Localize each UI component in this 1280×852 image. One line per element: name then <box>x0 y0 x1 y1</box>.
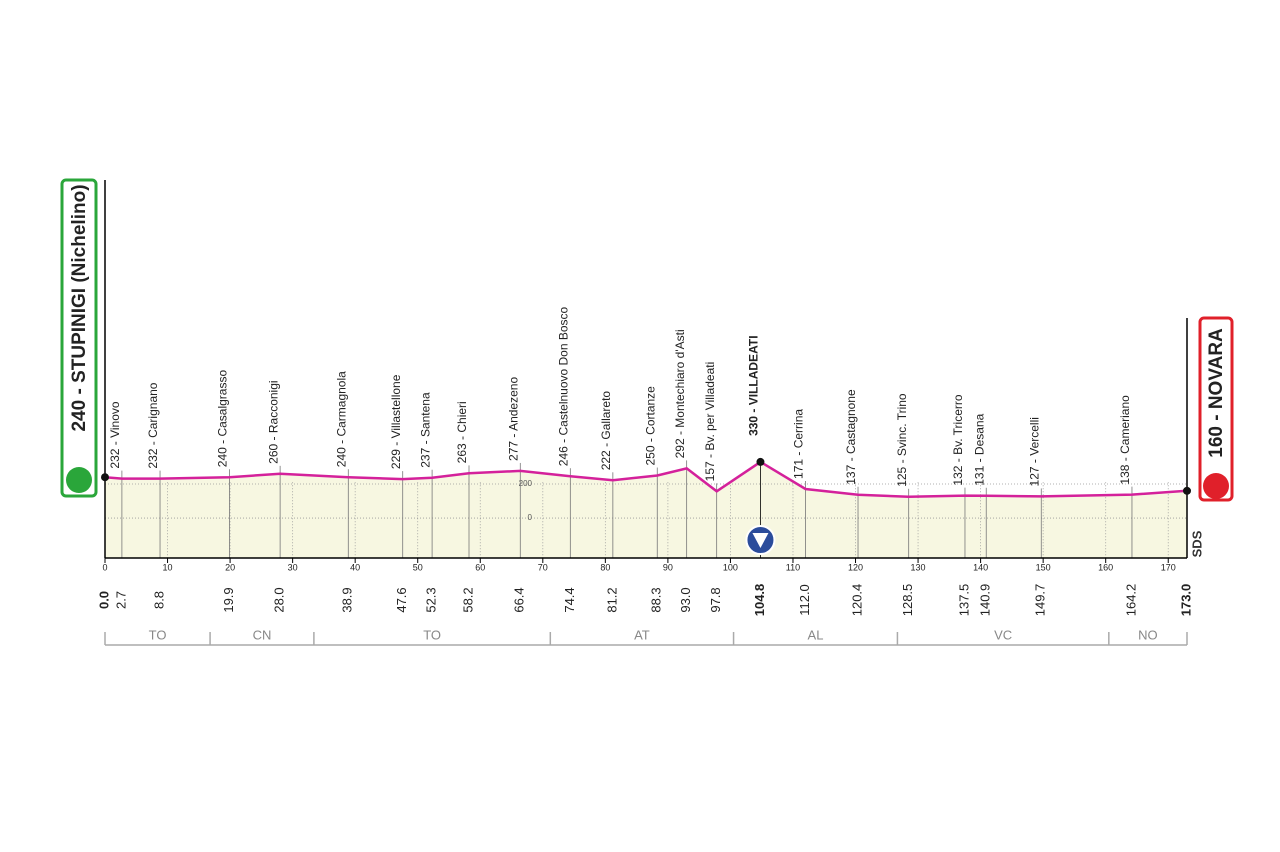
logo: SDS <box>1189 530 1204 557</box>
waypoint-label: 127 - Vercelli <box>1027 417 1041 486</box>
region-label: CN <box>253 627 272 642</box>
y-tick-label: 0 <box>528 513 533 522</box>
x-tick-label: 50 <box>413 562 423 572</box>
profile-fill <box>105 461 1187 558</box>
km-label: 52.3 <box>424 587 439 612</box>
finish-label: 160 - NOVARA <box>1206 328 1227 458</box>
waypoint-label: 131 - Desana <box>972 413 986 485</box>
km-label: 38.9 <box>340 587 355 612</box>
x-tick-label: 110 <box>786 562 800 572</box>
finish-icon <box>1203 473 1229 499</box>
km-label: 120.4 <box>849 584 864 617</box>
km-label: 104.8 <box>752 584 767 617</box>
region-label: AL <box>808 627 824 642</box>
x-tick-label: 60 <box>475 562 485 572</box>
km-label: 66.4 <box>512 587 527 612</box>
x-tick-label: 80 <box>600 562 610 572</box>
waypoint-label: 232 - Carignano <box>146 382 160 468</box>
waypoint-label: 260 - Racconigi <box>266 380 280 463</box>
km-label: 8.8 <box>151 591 166 609</box>
km-label: 93.0 <box>678 587 693 612</box>
region-label: AT <box>634 627 650 642</box>
km-label: 58.2 <box>460 587 475 612</box>
start-icon <box>66 467 92 493</box>
waypoint-label: 157 - Bv. per Villadeati <box>703 362 717 482</box>
x-tick-label: 30 <box>288 562 298 572</box>
km-label: 81.2 <box>604 587 619 612</box>
km-label: 88.3 <box>649 587 664 612</box>
x-tick-label: 100 <box>723 562 738 572</box>
start-label: 240 - STUPINIGI (Nichelino) <box>69 184 90 431</box>
waypoint-label: 137 - Castagnone <box>844 389 858 485</box>
x-tick-label: 40 <box>350 562 360 572</box>
waypoint-label: 125 - Svinc. Trino <box>895 393 909 487</box>
x-tick-label: 70 <box>538 562 548 572</box>
waypoint-label: 132 - Bv. Tricerro <box>951 394 965 485</box>
sprint-marker-arrow <box>752 533 769 548</box>
waypoint-label: 277 - Andezeno <box>506 377 520 461</box>
region-label: TO <box>149 627 167 642</box>
waypoint-label: 263 - Chieri <box>455 401 469 463</box>
start-box <box>60 178 98 498</box>
waypoint-label: 171 - Cerrina <box>792 409 806 479</box>
km-label: 137.5 <box>956 584 971 617</box>
waypoint-label: 330 - VILLADEATI <box>747 335 761 435</box>
region-label: VC <box>994 627 1012 642</box>
km-label: 0.0 <box>96 591 111 609</box>
waypoint-label: 240 - Casalgrasso <box>216 370 230 468</box>
km-label: 140.9 <box>978 584 993 617</box>
waypoint-label: 292 - Montechiaro d'Asti <box>673 329 687 458</box>
km-label: 149.7 <box>1033 584 1048 617</box>
km-label: 128.5 <box>900 584 915 617</box>
finish-box <box>1198 316 1234 502</box>
region-label: TO <box>423 627 441 642</box>
waypoint-label: 138 - Cameriano <box>1118 395 1132 485</box>
x-tick-label: 90 <box>663 562 673 572</box>
waypoint-label: 250 - Cortanze <box>643 386 657 466</box>
waypoint-dot <box>756 457 765 466</box>
x-tick-label: 160 <box>1098 562 1113 572</box>
x-tick-label: 120 <box>848 562 863 572</box>
km-label: 112.0 <box>797 584 812 616</box>
profile-line <box>104 460 1188 499</box>
km-label: 173.0 <box>1178 584 1193 617</box>
waypoint-label: 222 - Gallareto <box>599 391 613 471</box>
waypoint-label: 229 - Villastellone <box>389 374 403 469</box>
x-tick-label: 10 <box>163 562 173 572</box>
x-tick-label: 150 <box>1036 562 1051 572</box>
region-label: NO <box>1138 627 1158 642</box>
waypoint-label: 237 - Santena <box>418 392 432 468</box>
x-tick-label: 170 <box>1161 562 1176 572</box>
km-label: 28.0 <box>272 587 287 612</box>
km-label: 74.4 <box>562 587 577 612</box>
y-tick-label: 200 <box>519 479 533 488</box>
waypoint-label: 246 - Castelnuovo Don Bosco <box>556 306 570 466</box>
x-tick-label: 140 <box>973 562 988 572</box>
waypoint-label: 240 - Carmagnola <box>334 371 348 467</box>
x-tick-label: 130 <box>911 562 926 572</box>
waypoint-label: 232 - Vinovo <box>108 401 122 468</box>
km-label: 19.9 <box>221 587 236 612</box>
waypoint-dot <box>1183 486 1191 495</box>
km-label: 2.7 <box>113 591 128 609</box>
waypoint-dot <box>101 473 109 482</box>
km-label: 97.8 <box>708 587 723 612</box>
x-tick-label: 0 <box>102 562 107 572</box>
x-tick-label: 20 <box>225 562 235 572</box>
km-label: 47.6 <box>394 587 409 612</box>
km-label: 164.2 <box>1123 584 1138 617</box>
